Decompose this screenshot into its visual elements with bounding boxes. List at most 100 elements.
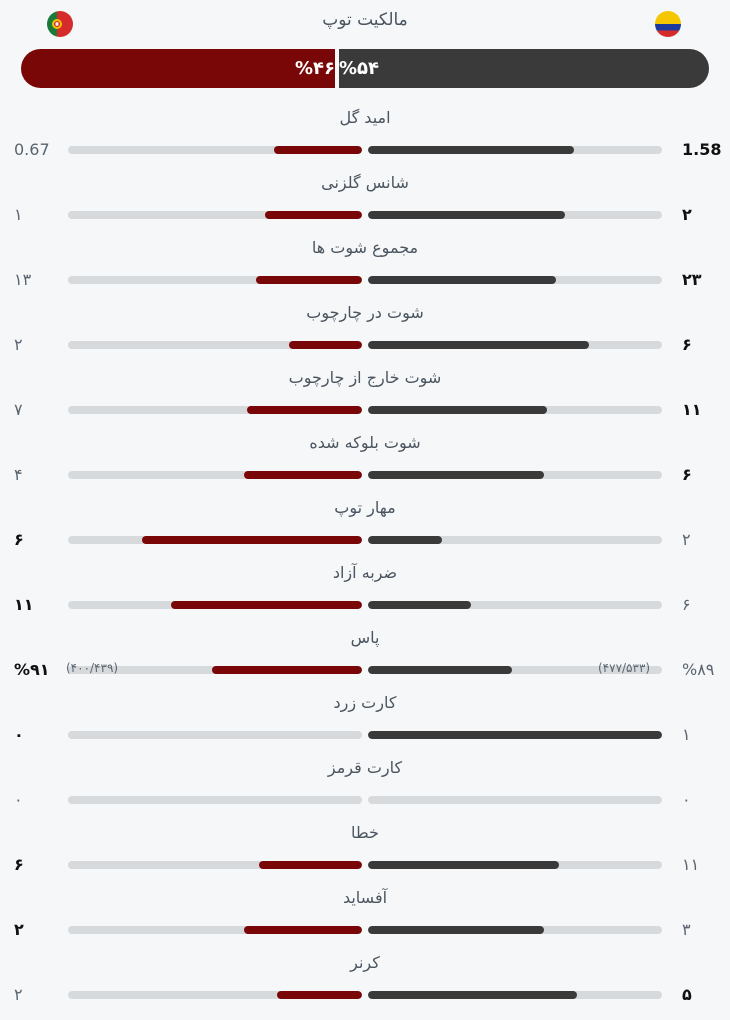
stat-label: مهار توپ <box>334 498 396 517</box>
stat-fill-right <box>368 861 560 869</box>
stat-track-left <box>68 146 362 154</box>
possession-header: مالکیت توپ <box>0 0 730 48</box>
stat-track-right <box>368 341 662 349</box>
stat-fill-left <box>256 276 362 284</box>
stat-fill-right <box>368 341 589 349</box>
stat-track-left <box>68 471 362 479</box>
stat-fill-right <box>368 536 442 544</box>
stat-value-left: ۲ <box>14 920 24 939</box>
stat-fill-left <box>264 211 362 219</box>
stat-sub-right: (۴۷۷/۵۳۳) <box>598 661 651 675</box>
stat-track-right <box>368 991 662 999</box>
stat-value-left: ۰ <box>14 725 24 744</box>
stat-fill-left <box>259 861 362 869</box>
stat-track-right <box>368 861 662 869</box>
stat-fill-right <box>368 731 662 739</box>
stat-fill-right <box>368 471 545 479</box>
stat-track-right <box>368 471 662 479</box>
stat-row: امید گل 0.67 1.58 <box>0 96 730 161</box>
stat-track-left <box>68 536 362 544</box>
stat-track-right <box>368 926 662 934</box>
stat-value-right: ۱۱ <box>682 400 702 419</box>
stat-row: کارت زرد ۰ ۱ <box>0 681 730 746</box>
stat-track-right <box>368 796 662 804</box>
stat-value-right: ۲۳ <box>682 270 702 289</box>
stat-track-left <box>68 796 362 804</box>
stat-fill-left <box>170 601 362 609</box>
stat-track-right <box>368 601 662 609</box>
stat-fill-right <box>368 211 565 219</box>
stat-row: مجموع شوت ها ۱۳ ۲۳ <box>0 226 730 291</box>
stat-value-right: ۳ <box>682 920 691 939</box>
stat-row: آفساید ۲ ۳ <box>0 876 730 941</box>
stat-label: ضربه آزاد <box>332 563 398 582</box>
stat-value-left: %۹۱ <box>14 660 50 679</box>
stat-track-right <box>368 406 662 414</box>
stat-fill-right <box>368 666 513 674</box>
stat-value-left: ۰ <box>14 790 23 809</box>
stat-track-right <box>368 211 662 219</box>
stat-track-left <box>68 276 362 284</box>
stat-track-right <box>368 146 662 154</box>
stat-value-right: ۶ <box>682 335 692 354</box>
stat-fill-right <box>368 146 574 154</box>
stat-fill-right <box>368 991 577 999</box>
stat-row: پاس %۹۱ %۸۹ (۴۰۰/۴۳۹) (۴۷۷/۵۳۳) <box>0 616 730 681</box>
stat-value-left: ۷ <box>14 400 23 419</box>
possession-bar-left: %۴۶ <box>21 49 335 88</box>
stat-value-left: ۱ <box>14 205 23 224</box>
stat-value-right: ۱۱ <box>682 855 700 874</box>
stat-value-right: ۶ <box>682 465 692 484</box>
stat-fill-left <box>288 341 362 349</box>
stat-value-left: ۲ <box>14 985 23 1004</box>
stat-row: شوت در چارچوب ۲ ۶ <box>0 291 730 356</box>
stat-value-right: %۸۹ <box>682 660 715 679</box>
stat-row: شوت خارج از چارچوب ۷ ۱۱ <box>0 356 730 421</box>
possession-title: مالکیت توپ <box>322 10 408 30</box>
stat-fill-left <box>212 666 362 674</box>
stat-label: خطا <box>351 823 379 842</box>
stat-value-left: ۱۱ <box>14 595 34 614</box>
stat-sub-left: (۴۰۰/۴۳۹) <box>66 661 119 675</box>
stat-value-right: ۲ <box>682 530 691 549</box>
stat-fill-left <box>141 536 362 544</box>
stat-row: شوت بلوکه شده ۴ ۶ <box>0 421 730 486</box>
stat-label: شوت در چارچوب <box>306 303 424 322</box>
stat-value-left: 0.67 <box>14 140 50 159</box>
stat-label: مجموع شوت ها <box>311 238 419 257</box>
stat-label: کارت زرد <box>333 693 397 712</box>
stat-track-right <box>368 536 662 544</box>
portugal-flag-icon <box>47 11 73 37</box>
stat-track-left <box>68 926 362 934</box>
stat-row: ضربه آزاد ۱۱ ۶ <box>0 551 730 616</box>
stat-track-left <box>68 211 362 219</box>
stat-value-right: ۵ <box>682 985 692 1004</box>
stat-fill-left <box>244 471 362 479</box>
stat-value-left: ۴ <box>14 465 23 484</box>
stat-track-left <box>68 601 362 609</box>
stat-label: کرنر <box>350 953 380 972</box>
stat-track-right <box>368 666 662 674</box>
stat-fill-right <box>368 276 557 284</box>
stat-fill-left <box>276 991 362 999</box>
stat-label: آفساید <box>342 888 388 907</box>
stat-track-left <box>68 731 362 739</box>
stat-track-right <box>368 276 662 284</box>
possession-left-value: %۴۶ <box>294 58 335 79</box>
stat-label: شوت خارج از چارچوب <box>288 368 442 387</box>
stat-label: امید گل <box>339 108 391 127</box>
stat-value-left: ۲ <box>14 335 23 354</box>
stat-track-left <box>68 991 362 999</box>
stat-label: شوت بلوکه شده <box>309 433 421 452</box>
stat-row: کرنر ۲ ۵ <box>0 941 730 1006</box>
stat-row: شانس گلزنی ۱ ۲ <box>0 161 730 226</box>
stat-fill-right <box>368 926 545 934</box>
possession-right-value: %۵۴ <box>339 58 380 79</box>
stat-row: مهار توپ ۶ ۲ <box>0 486 730 551</box>
stat-track-left <box>68 341 362 349</box>
stat-track-right <box>368 731 662 739</box>
stat-label: کارت قرمز <box>327 758 403 777</box>
colombia-flag-icon <box>655 11 681 37</box>
stat-fill-right <box>368 601 471 609</box>
stat-track-left <box>68 861 362 869</box>
